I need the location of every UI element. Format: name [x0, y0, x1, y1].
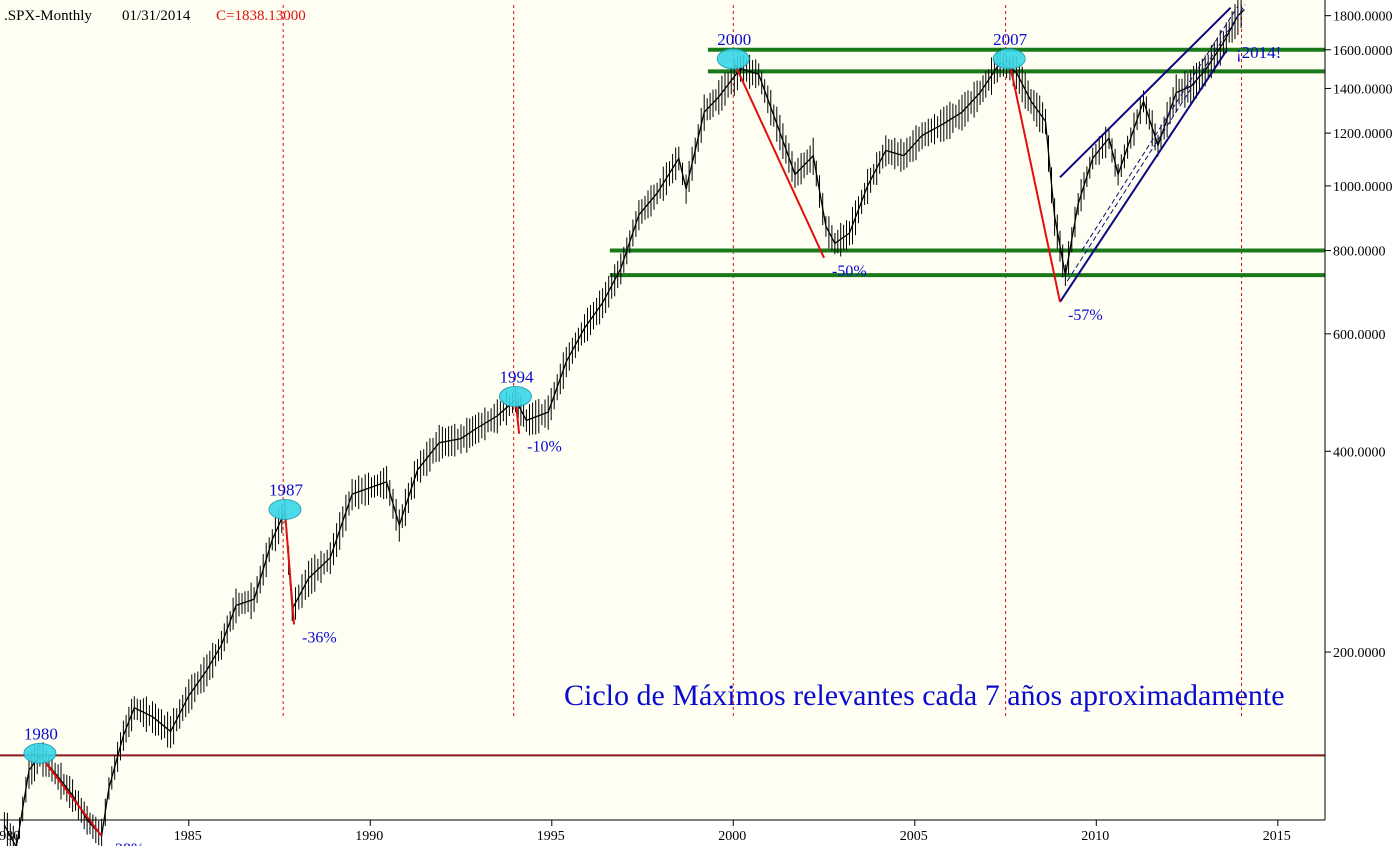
drop-line-2007: [1008, 60, 1061, 303]
drop-pct-1994: -10%: [527, 439, 562, 456]
y-tick-label-4: 1000.0000: [1333, 180, 1393, 195]
drop-line-2000: [732, 60, 825, 259]
peak-year-1980: 1980: [24, 724, 58, 743]
drop-pct-2007: -57%: [1068, 307, 1103, 324]
y-tick-label-1: 1600.0000: [1333, 44, 1393, 59]
y-tick-label-6: 600.0000: [1333, 328, 1386, 343]
x-tick-label-7: 2015: [1263, 829, 1291, 844]
close-label: C=1838.13000: [216, 8, 306, 24]
price-series: [3, 0, 1245, 851]
drop-pct-1987: -36%: [302, 629, 337, 646]
peak-marker-1980: [23, 742, 57, 764]
peak-year-1987: 1987: [269, 480, 304, 499]
channel-mid-2: [1081, 5, 1239, 251]
peak-marker-1994: [498, 385, 532, 407]
y-tick-label-0: 1800.0000: [1333, 10, 1393, 25]
x-tick-label-3: 1995: [537, 829, 565, 844]
peak-year-2000: 2000: [717, 30, 751, 49]
channel-mid-1: [1066, 4, 1246, 282]
x-axis-panel: [0, 820, 1398, 846]
x-tick-label-2: 1990: [355, 829, 383, 844]
x-tick-label-5: 2005: [900, 829, 928, 844]
peak-marker-1987: [268, 498, 302, 520]
x-tick-label-4: 2000: [718, 829, 746, 844]
drop-pct-2000: -50%: [832, 263, 867, 280]
peak-marker-2000: [716, 48, 750, 70]
trend-channel: [1059, 4, 1246, 303]
peak-marker-2007: [992, 48, 1026, 70]
chart-caption: Ciclo de Máximos relevantes cada 7 años …: [564, 679, 1285, 712]
cycle-marker-lines: [282, 5, 1243, 716]
peak-markers: 1980 -28% 1987 -36% 1994 -10% 2000 -50% 2007 -57%: [23, 30, 1103, 851]
date-label: 01/31/2014: [122, 8, 191, 24]
drop-pct-1980: -28%: [110, 841, 145, 846]
y-axis: 1800.0000 1600.0000 1400.0000 1200.0000 1000…: [1325, 10, 1393, 661]
drop-line-1987: [283, 511, 296, 625]
y-tick-label-8: 200.0000: [1333, 646, 1386, 661]
peak-year-2007: 2007: [993, 30, 1028, 49]
x-tick-label-0: 1980: [0, 829, 20, 844]
x-axis: 1980 1985 1990 1995 2000 2005 2010 2015: [0, 820, 1291, 844]
price-bars: [3, 0, 1242, 851]
channel-lower: [1059, 49, 1228, 303]
peak-year-1994: 1994: [499, 367, 534, 386]
y-tick-label-7: 400.0000: [1333, 445, 1386, 460]
x-tick-label-1: 1985: [174, 829, 202, 844]
channel-upper: [1059, 7, 1232, 179]
y-tick-label-2: 1400.0000: [1333, 82, 1393, 97]
y-axis-panel: [1325, 0, 1398, 846]
future-label: ¡2014!: [1236, 43, 1281, 62]
x-tick-label-6: 2010: [1081, 829, 1109, 844]
drop-line-1980: [39, 754, 103, 837]
y-tick-label-3: 1200.0000: [1333, 127, 1393, 142]
ticker-label: .SPX-Monthly: [4, 8, 92, 24]
y-tick-label-5: 800.0000: [1333, 245, 1386, 260]
drop-lines: [39, 60, 1061, 837]
